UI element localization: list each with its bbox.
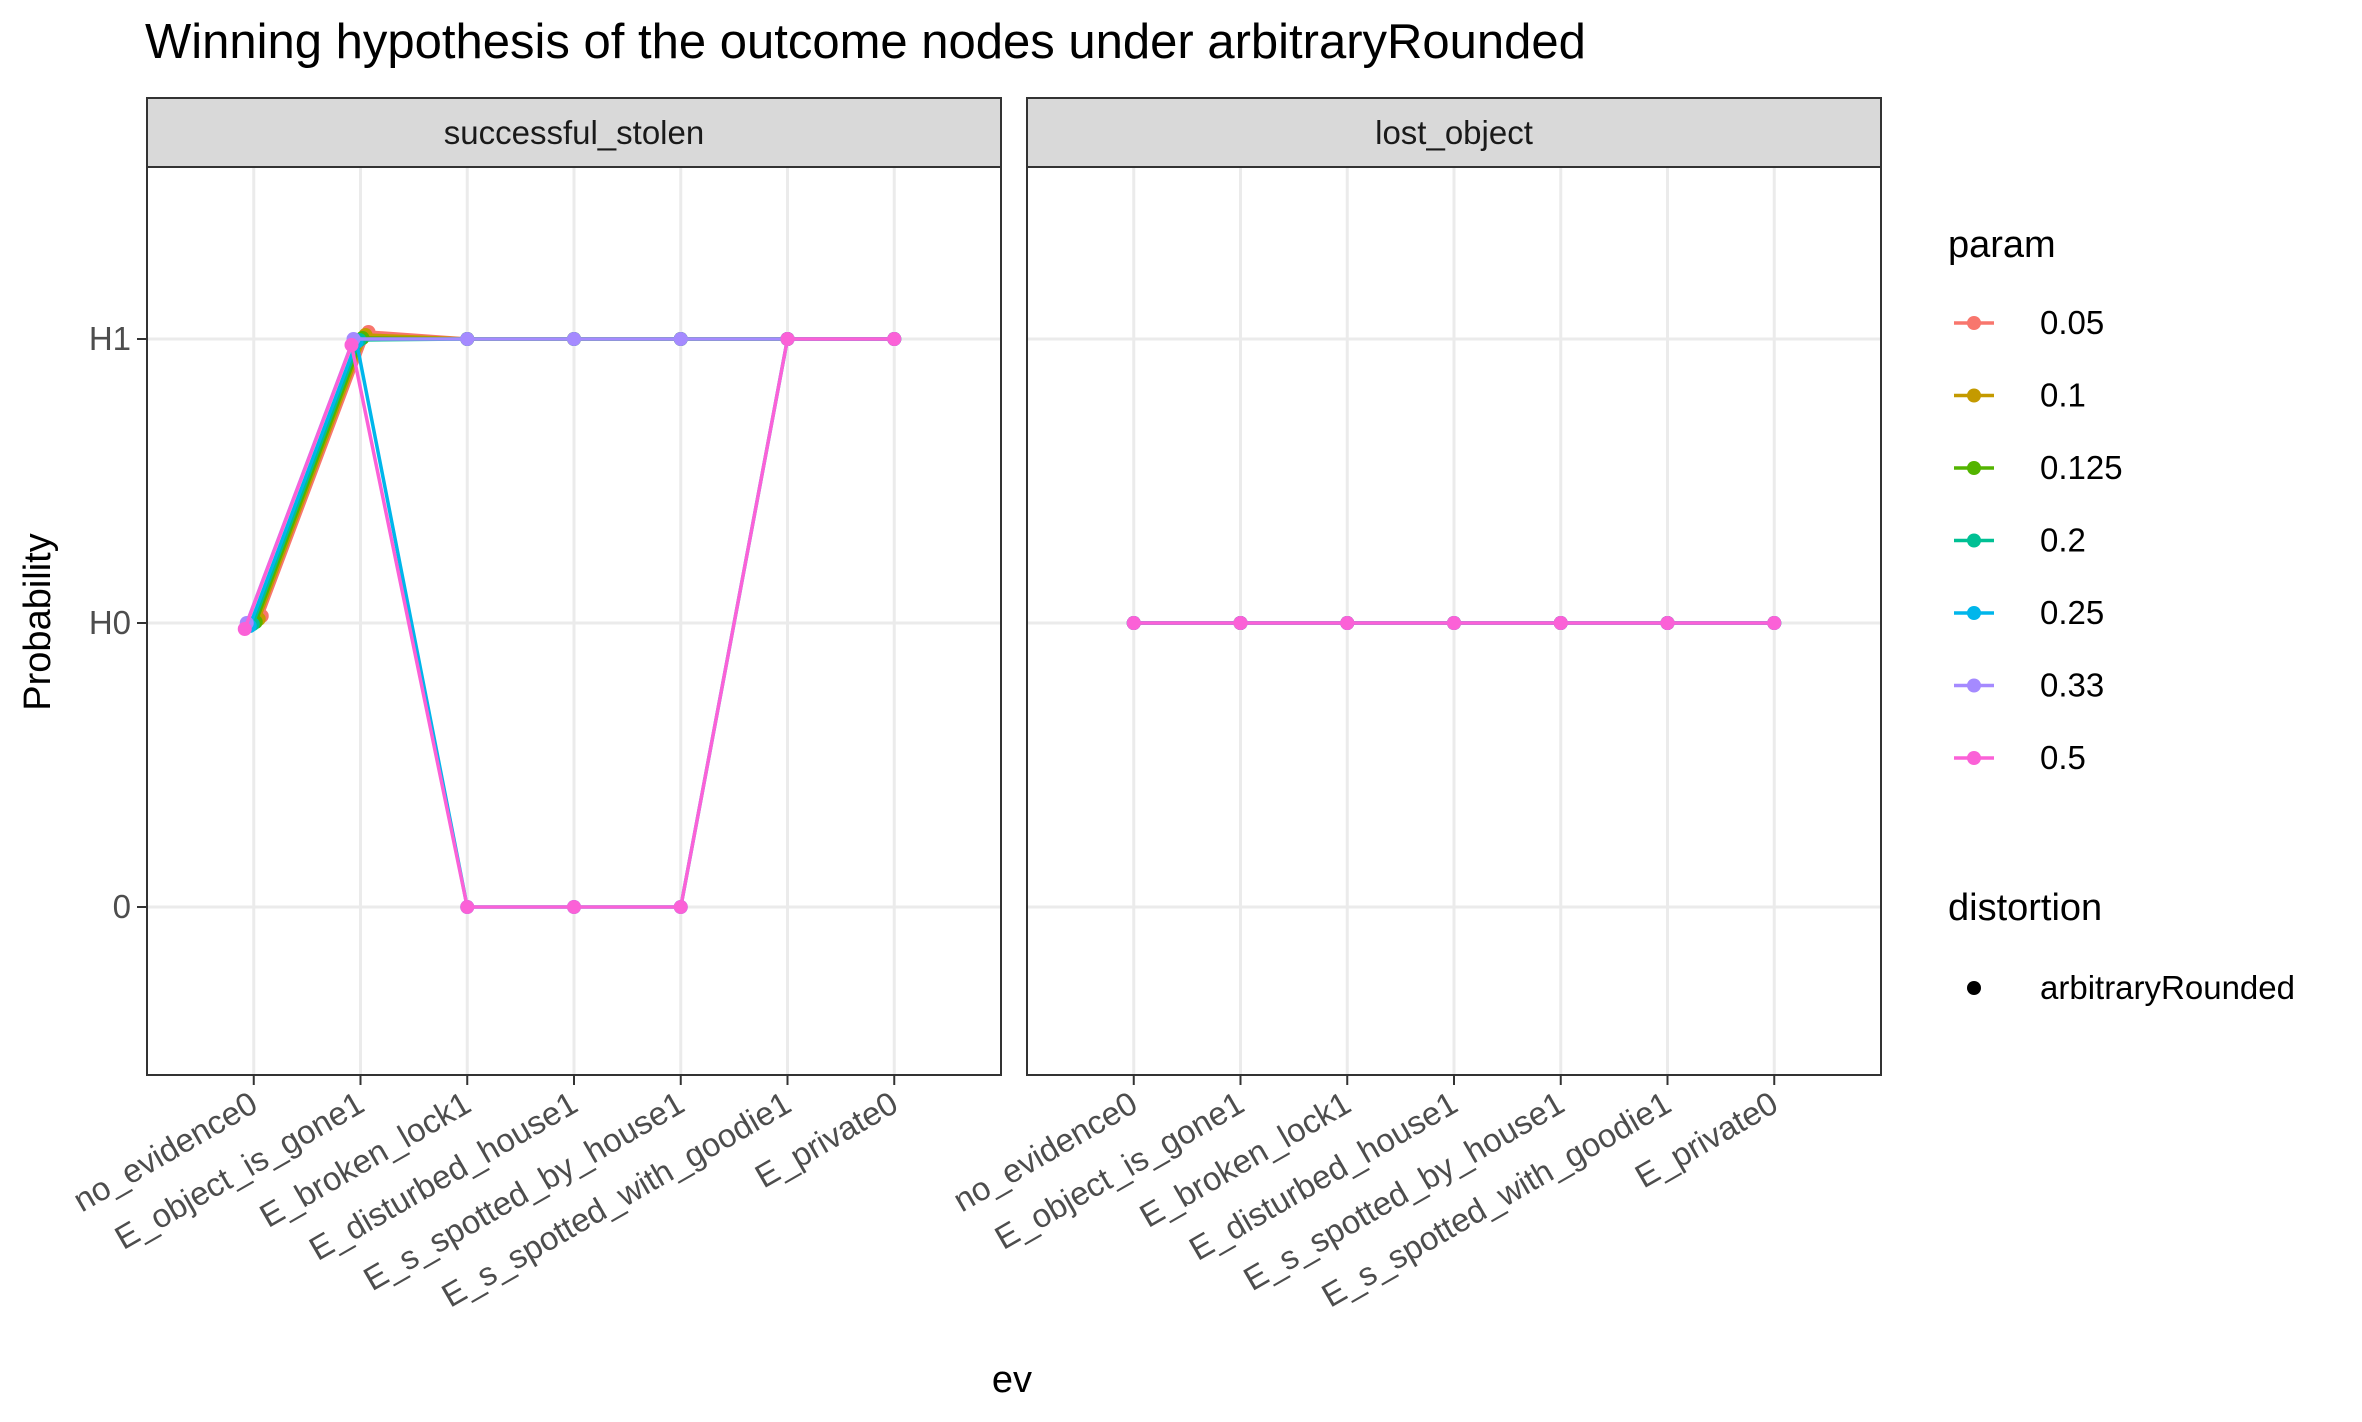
data-point [1126, 616, 1141, 630]
legend-entry: 0.5 [1954, 739, 2086, 776]
panel-lost_object: lost_object no_evidence0E_object_is_gone1… [947, 97, 1882, 1314]
legend-label: 0.125 [2040, 449, 2123, 486]
facet-strip-label: successful_stolen [444, 114, 704, 151]
legend-label: 0.2 [2040, 522, 2086, 559]
legend-title: param [1948, 224, 2056, 266]
x-axis: no_evidence0E_object_is_gone1E_broken_lo… [67, 1075, 904, 1314]
legend-label: arbitraryRounded [2040, 969, 2295, 1006]
data-point [673, 332, 688, 346]
facet-strip [146, 97, 1002, 168]
series-0.5 [237, 332, 902, 914]
legend-entry: 0.25 [1954, 594, 2104, 631]
legend-distortion: distortion arbitraryRounded [1948, 887, 2295, 1006]
series-0.5 [1126, 616, 1782, 630]
legend-key-point [1967, 981, 1981, 995]
data-point [460, 900, 475, 914]
legend-key-point [1967, 678, 1981, 693]
legend-title: distortion [1948, 887, 2102, 929]
legend-label: 0.5 [2040, 739, 2086, 776]
data-point [1767, 616, 1782, 630]
legend-entry: 0.33 [1954, 667, 2104, 704]
data-point [1447, 616, 1461, 630]
series-layer [1126, 616, 1782, 630]
data-point [344, 338, 359, 352]
gridlines [147, 167, 1001, 1075]
legend-param: param 0.05 0.1 0.125 0.2 0.25 0.33 0.5 [1948, 224, 2123, 776]
facet-strip [1026, 97, 1882, 168]
y-tick-label: H0 [89, 604, 131, 641]
y-axis: 0 H0 H1 [89, 320, 147, 925]
legend-key-point [1967, 461, 1981, 475]
legend-key-point [1967, 388, 1981, 403]
panels-layer: successful_stolen no_evidence0E_object_is… [67, 97, 1882, 1314]
legend-key-point [1967, 751, 1981, 765]
data-point [567, 900, 581, 914]
legend-label: 0.25 [2040, 594, 2104, 631]
data-point [567, 332, 581, 346]
legend-entry: arbitraryRounded [1967, 969, 2295, 1006]
data-point [673, 900, 688, 914]
data-point [1233, 616, 1248, 630]
legend-label: 0.1 [2040, 377, 2086, 414]
data-point [780, 332, 795, 346]
data-point [1553, 616, 1568, 630]
legend-entry: 0.2 [1954, 522, 2086, 559]
chart-title: Winning hypothesis of the outcome nodes … [145, 15, 1586, 69]
x-axis-label: ev [992, 1359, 1032, 1401]
legend-layer: param 0.05 0.1 0.125 0.2 0.25 0.33 0.5 distortio… [1948, 224, 2295, 1006]
data-point [887, 332, 902, 346]
legend-entry: 0.1 [1954, 377, 2086, 414]
x-axis: no_evidence0E_object_is_gone1E_broken_lo… [947, 1075, 1784, 1314]
legend-key-point [1967, 533, 1981, 548]
y-tick-label: 0 [113, 888, 131, 925]
legend-entry: 0.125 [1954, 449, 2123, 486]
panel-successful_stolen: successful_stolen no_evidence0E_object_is… [67, 97, 1002, 1314]
legend-entry: 0.05 [1954, 304, 2104, 341]
legend-label: 0.05 [2040, 304, 2104, 341]
y-tick-label: H1 [89, 320, 131, 357]
legend-key-point [1967, 316, 1981, 330]
data-point [237, 622, 252, 636]
y-axis-label: Probability [17, 533, 59, 710]
series-layer [237, 325, 902, 914]
legend-label: 0.33 [2040, 667, 2104, 704]
data-point [1660, 616, 1675, 630]
data-point [460, 332, 475, 346]
legend-key-point [1967, 606, 1981, 620]
data-point [1340, 616, 1355, 630]
facet-strip-label: lost_object [1375, 114, 1533, 151]
